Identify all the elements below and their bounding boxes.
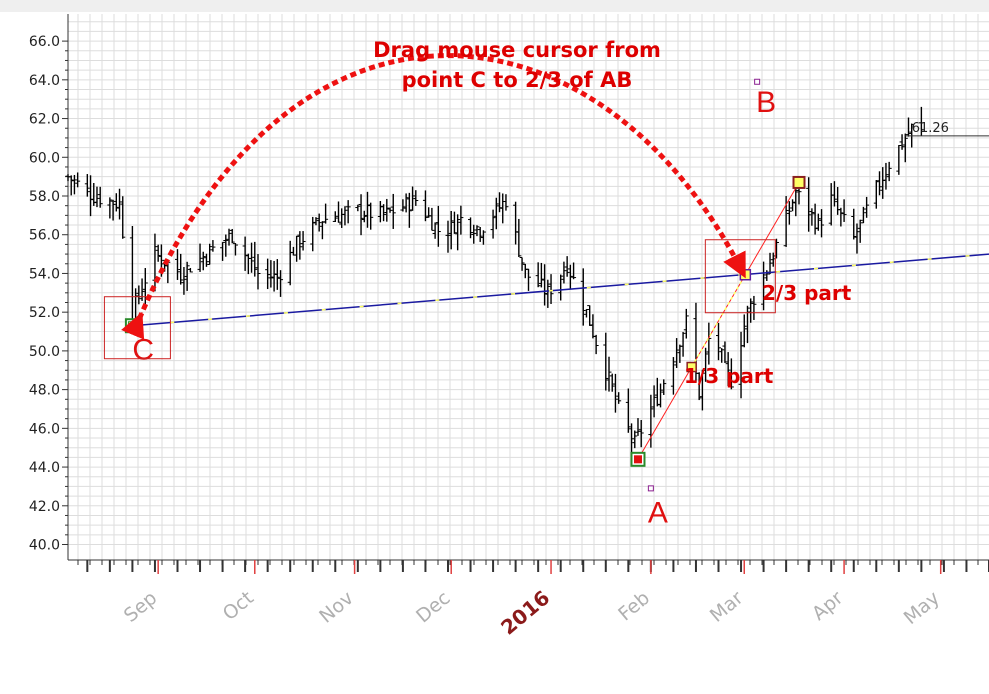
point-markers[interactable] (124, 78, 806, 492)
one-third-marker (686, 361, 697, 373)
x-tick-label: Mar (706, 587, 748, 627)
two-third-label: 2/3 part (762, 281, 852, 305)
point-b-marker (792, 175, 806, 189)
x-tick-label: May (900, 587, 944, 629)
x-tick-label: Dec (412, 587, 454, 627)
y-tick-label: 54.0 (29, 266, 60, 282)
y-tick-label: 66.0 (29, 34, 60, 50)
instruction-line-2: point C to 2/3 of AB (402, 68, 633, 92)
c-trendline[interactable] (132, 253, 989, 327)
last-price-readout: 61.26 (905, 121, 989, 137)
y-tick-label: 50.0 (29, 344, 60, 360)
top-strip (0, 0, 989, 12)
point-a-label: A (648, 496, 668, 529)
x-tick-label: Sep (120, 587, 162, 627)
y-tick-label: 48.0 (29, 383, 60, 399)
ab-line-group[interactable] (637, 182, 800, 460)
y-axis: 40.0 42.0 44.0 46.0 48.0 50.0 52.0 54.0 56.0 58.0… (29, 14, 69, 560)
x-axis: Sep Oct Nov Dec 2016 Feb Mar Apr May (68, 559, 989, 640)
y-tick-label: 56.0 (29, 228, 60, 244)
point-b-ghost-marker (754, 78, 761, 85)
x-tick-label: Oct (219, 587, 258, 625)
one-third-label: 1/3 part (684, 364, 774, 388)
point-b-label: B (756, 86, 776, 119)
y-tick-label: 42.0 (29, 499, 60, 515)
point-c-marker (127, 321, 137, 331)
last-price-value: 61.26 (912, 121, 949, 136)
y-tick-label: 60.0 (29, 150, 60, 166)
point-a-marker (633, 455, 642, 464)
y-tick-label: 44.0 (29, 460, 60, 476)
c-trendline-group[interactable] (132, 253, 989, 327)
drag-path-arrow (121, 53, 746, 340)
y-tick-label: 64.0 (29, 73, 60, 89)
x-tick-label: 2016 (496, 585, 554, 639)
y-tick-label: 40.0 (29, 538, 60, 554)
y-tick-label: 52.0 (29, 305, 60, 321)
instruction-line-1: Drag mouse cursor from (373, 38, 661, 62)
x-tick-label: Feb (614, 587, 654, 625)
y-tick-label: 46.0 (29, 421, 60, 437)
point-c-label: C (132, 334, 154, 367)
y-tick-label: 58.0 (29, 189, 60, 205)
x-tick-label: Apr (808, 587, 847, 625)
point-a-ghost-marker (647, 485, 654, 492)
y-tick-label: 62.0 (29, 112, 60, 128)
x-tick-label: Nov (315, 587, 358, 628)
point-labels: A B C (132, 86, 776, 530)
ab-line[interactable] (637, 182, 800, 460)
